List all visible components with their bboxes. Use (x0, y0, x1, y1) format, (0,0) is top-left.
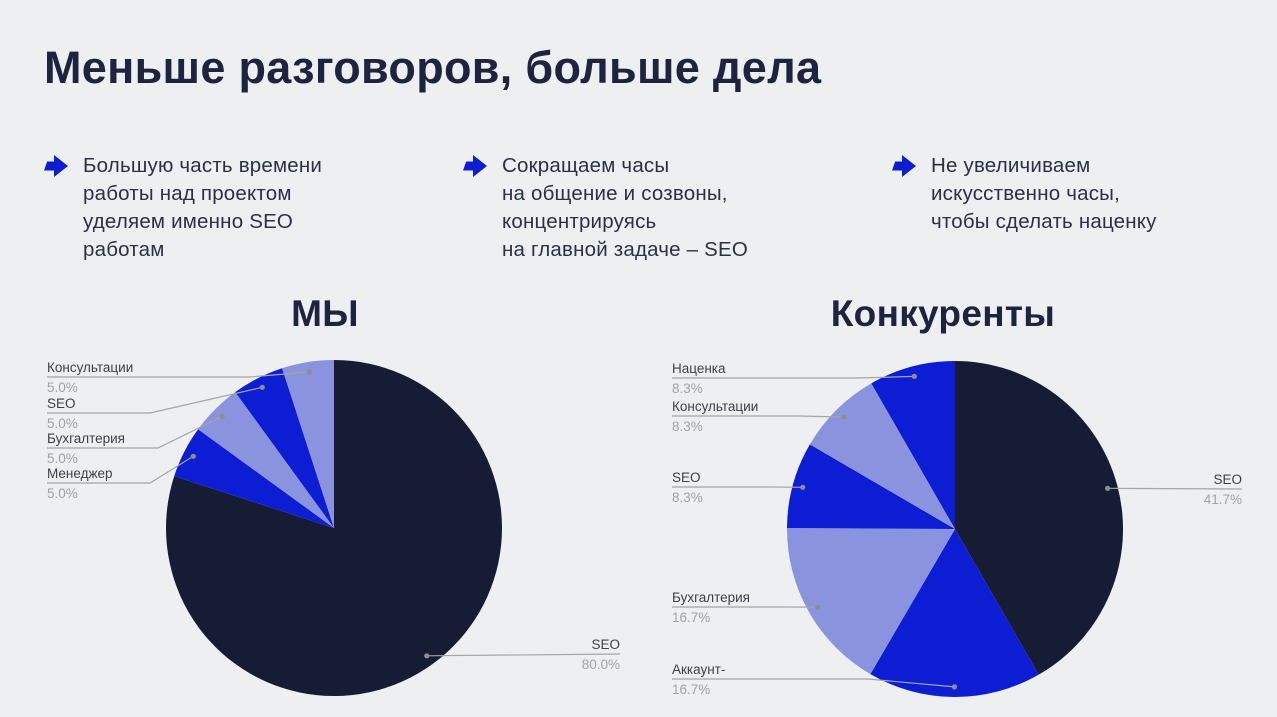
slice-percent: 8.3% (672, 490, 703, 505)
callout-line (672, 415, 844, 418)
pie-slice (282, 360, 334, 528)
callout-dot (800, 484, 806, 490)
slice-label: SEO (1213, 472, 1242, 487)
bullet-item-3: Не увеличиваем искусственно часы, чтобы … (892, 152, 1277, 236)
callout-dot (190, 453, 196, 459)
callout-dot (1105, 485, 1111, 491)
callout-line (672, 375, 915, 379)
slice-label: SEO (47, 396, 76, 411)
slice-percent: 16.7% (672, 682, 711, 697)
slice-label: Консультации (672, 399, 759, 414)
pie-callout-label: Консультации 8.3% (672, 399, 872, 435)
bullet-item-2: Сокращаем часы на общение и созвоны, кон… (463, 152, 855, 264)
pie-slice (174, 429, 334, 528)
callout-line (47, 415, 223, 449)
callout-line (672, 678, 955, 688)
arrow-right-icon (892, 155, 916, 236)
callout-line (426, 653, 621, 657)
callout-line (47, 371, 310, 378)
pie-callout-label: Менеджер 5.0% (47, 466, 247, 502)
slice-label: SEO (591, 637, 620, 652)
slice-percent: 8.3% (672, 419, 703, 434)
bullet-text: Не увеличиваем искусственно часы, чтобы … (931, 154, 1157, 233)
callout-dot (306, 369, 312, 375)
pie-slice (787, 444, 955, 529)
chart-title-we: МЫ (291, 293, 359, 334)
slice-label: Бухгалтерия (47, 431, 125, 446)
pie-callout-label: Наценка 8.3% (672, 361, 872, 397)
bullet-item-1: Большую часть времени работы над проекто… (44, 152, 436, 264)
pie-callout-label: SEO 5.0% (47, 396, 247, 432)
pie-slice (871, 361, 955, 529)
slice-label: Менеджер (47, 466, 113, 481)
slice-percent: 80.0% (581, 657, 620, 672)
pie-slice (809, 383, 955, 529)
slice-percent: 8.3% (672, 381, 703, 396)
pie-chart-1 (672, 361, 1243, 698)
slice-label: Консультации (47, 360, 134, 375)
arrow-right-icon (44, 155, 68, 264)
slice-percent: 41.7% (1203, 492, 1242, 507)
pie-callout-label: SEO 8.3% (672, 470, 872, 506)
pie-chart-0 (47, 360, 621, 696)
bullet-text: Большую часть времени работы над проекто… (83, 154, 323, 261)
pie-slice (955, 361, 1124, 675)
slice-label: Наценка (672, 361, 726, 376)
pie-slice (786, 527, 955, 675)
slide-title: Меньше разговоров, больше дела (44, 42, 822, 93)
pie-callout-label: SEO 41.7% (1042, 472, 1242, 508)
slice-percent: 5.0% (47, 380, 78, 395)
chart-title-competitors: Конкуренты (830, 293, 1056, 334)
pie-callout-label: Бухгалтерия 16.7% (672, 590, 872, 626)
slice-percent: 5.0% (47, 416, 78, 431)
arrow-right-icon (463, 155, 487, 264)
pie-slice (870, 529, 1039, 698)
slice-label: Аккаунт- (672, 662, 726, 677)
slice-label: Бухгалтерия (672, 590, 750, 605)
callout-line (47, 386, 263, 414)
pie-slice (235, 368, 334, 528)
callout-dot (911, 373, 917, 379)
pie-callout-label: Консультации 5.0% (47, 360, 247, 396)
callout-dot (951, 684, 958, 690)
pie-callout-label: Аккаунт- 16.7% (672, 662, 872, 698)
pie-callout-label: SEO 80.0% (420, 637, 620, 673)
callout-line (47, 455, 194, 484)
callout-dot (841, 414, 847, 420)
callout-dot (424, 653, 430, 659)
slice-percent: 5.0% (47, 486, 78, 501)
pie-slice (165, 360, 502, 696)
slice-label: SEO (672, 470, 701, 485)
callout-dot (219, 413, 225, 419)
callout-line (1107, 487, 1243, 490)
callout-dot (259, 384, 265, 390)
slice-percent: 16.7% (672, 610, 711, 625)
slice-percent: 5.0% (47, 451, 78, 466)
callout-dot (815, 604, 821, 610)
bullet-text: Сокращаем часы на общение и созвоны, кон… (502, 154, 749, 261)
pie-callout-label: Бухгалтерия 5.0% (47, 431, 247, 467)
pie-slice (198, 392, 334, 528)
